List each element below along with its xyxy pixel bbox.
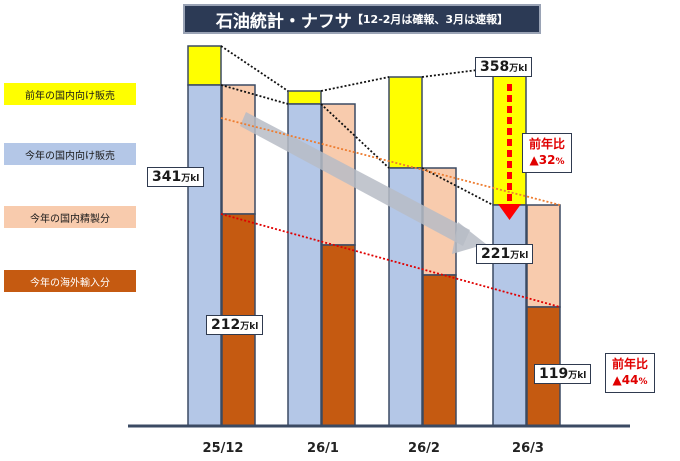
- label-358: 358万kl: [475, 57, 533, 77]
- bar-prev-26/2: [388, 76, 423, 169]
- label-value: 119: [539, 366, 569, 382]
- legend-item-this-domestic: 今年の国内向け販売: [4, 143, 136, 165]
- legend-item-this-refinery: 今年の国内精製分: [4, 206, 136, 228]
- callout-value: ▲32: [529, 153, 556, 167]
- x-tick-label: 26/1: [307, 441, 339, 456]
- legend-item-prev-domestic: 前年の国内向け販売: [4, 83, 136, 105]
- bar-import-26/1: [321, 244, 356, 427]
- label-unit: 万kl: [510, 251, 529, 261]
- callout-unit: %: [638, 377, 648, 387]
- label-unit: 万kl: [509, 64, 528, 74]
- x-tick-label: 25/12: [203, 441, 244, 456]
- bar-import-26/2: [422, 274, 457, 427]
- label-221: 221万kl: [476, 244, 534, 264]
- label-341: 341万kl: [147, 167, 205, 187]
- line-prev-top: [320, 76, 390, 92]
- line-prev-bottom: [421, 167, 494, 206]
- legend-label: 今年の海外輸入分: [30, 277, 110, 289]
- legend-label: 今年の国内向け販売: [25, 150, 115, 162]
- label-value: 221: [481, 246, 511, 262]
- label-value: 341: [152, 169, 182, 185]
- bar-prev-25/12: [187, 45, 222, 86]
- bar-domestic-26/3: [492, 204, 527, 427]
- callout-unit: %: [555, 157, 565, 167]
- label-value: 212: [211, 317, 241, 333]
- callout-title: 前年比: [529, 137, 566, 151]
- label-unit: 万kl: [240, 322, 259, 332]
- bar-domestic-25/12: [187, 84, 222, 427]
- label-unit: 万kl: [181, 174, 200, 184]
- arrow-drop-head: [498, 204, 521, 220]
- x-tick-label: 26/2: [408, 441, 440, 456]
- legend-label: 前年の国内向け販売: [25, 90, 115, 102]
- line-import-trend: [220, 213, 561, 308]
- label-value: 358: [480, 59, 510, 75]
- bar-prev-26/1: [287, 90, 322, 105]
- bar-refinery-25/12: [221, 84, 256, 215]
- x-tick-label: 26/3: [512, 441, 544, 456]
- label-unit: 万kl: [568, 371, 587, 381]
- title-sub: 【12-2月は確報、3月は速報】: [351, 13, 509, 26]
- callout-value: ▲44: [612, 373, 639, 387]
- trend-band: [240, 112, 470, 246]
- callout-yoy-domestic: 前年比 ▲32%: [522, 133, 573, 173]
- chart-title: 石油統計・ナフサ 【12-2月は確報、3月は速報】: [183, 4, 541, 34]
- callout-title: 前年比: [612, 357, 649, 371]
- legend-label: 今年の国内精製分: [30, 213, 110, 225]
- label-212: 212万kl: [206, 315, 264, 335]
- title-main: 石油統計・ナフサ: [215, 11, 352, 32]
- callout-yoy-import: 前年比 ▲44%: [605, 353, 656, 393]
- label-119: 119万kl: [534, 364, 592, 384]
- line-prev-top: [220, 45, 289, 92]
- legend-item-this-import: 今年の海外輸入分: [4, 270, 136, 292]
